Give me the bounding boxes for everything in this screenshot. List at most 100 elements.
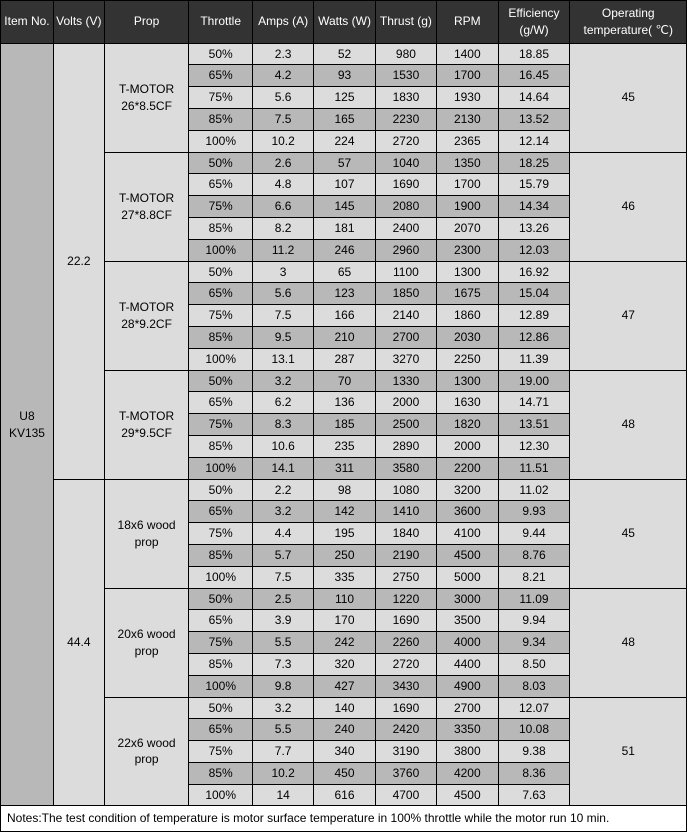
amps-cell: 3.2	[252, 501, 313, 523]
amps-cell: 5.6	[252, 283, 313, 305]
throttle-cell: 85%	[189, 435, 253, 457]
rpm-cell: 2700	[437, 697, 498, 719]
rpm-cell: 2200	[437, 457, 498, 479]
watts-cell: 195	[314, 523, 375, 545]
watts-cell: 107	[314, 174, 375, 196]
throttle-cell: 65%	[189, 501, 253, 523]
watts-cell: 93	[314, 65, 375, 87]
thrust-cell: 2750	[375, 566, 436, 588]
watts-cell: 165	[314, 108, 375, 130]
throttle-cell: 65%	[189, 174, 253, 196]
eff-cell: 16.45	[498, 65, 570, 87]
throttle-cell: 85%	[189, 108, 253, 130]
rpm-cell: 1300	[437, 370, 498, 392]
eff-cell: 8.50	[498, 653, 570, 675]
amps-cell: 5.5	[252, 719, 313, 741]
throttle-cell: 50%	[189, 697, 253, 719]
eff-cell: 11.39	[498, 348, 570, 370]
amps-cell: 13.1	[252, 348, 313, 370]
eff-cell: 7.63	[498, 784, 570, 806]
watts-cell: 246	[314, 239, 375, 261]
eff-cell: 13.51	[498, 414, 570, 436]
rpm-cell: 1820	[437, 414, 498, 436]
rpm-cell: 1400	[437, 43, 498, 65]
rpm-cell: 5000	[437, 566, 498, 588]
throttle-cell: 75%	[189, 87, 253, 109]
thrust-cell: 2190	[375, 544, 436, 566]
amps-cell: 5.6	[252, 87, 313, 109]
rpm-cell: 1630	[437, 392, 498, 414]
thrust-cell: 2000	[375, 392, 436, 414]
temp-cell: 48	[570, 370, 687, 479]
rpm-cell: 2030	[437, 326, 498, 348]
table-row: T-MOTOR 27*8.8CF50%2.6571040135018.2546	[1, 152, 687, 174]
watts-cell: 70	[314, 370, 375, 392]
watts-cell: 57	[314, 152, 375, 174]
volts-cell: 22.2	[53, 43, 104, 479]
rpm-cell: 4500	[437, 784, 498, 806]
temp-cell: 45	[570, 43, 687, 152]
watts-cell: 110	[314, 588, 375, 610]
col-amps: Amps (A)	[252, 1, 313, 44]
throttle-cell: 85%	[189, 217, 253, 239]
prop-cell: T-MOTOR 26*8.5CF	[104, 43, 189, 152]
watts-cell: 320	[314, 653, 375, 675]
watts-cell: 450	[314, 762, 375, 784]
thrust-cell: 2720	[375, 130, 436, 152]
thrust-cell: 2400	[375, 217, 436, 239]
watts-cell: 250	[314, 544, 375, 566]
watts-cell: 235	[314, 435, 375, 457]
rpm-cell: 2250	[437, 348, 498, 370]
temp-cell: 46	[570, 152, 687, 261]
amps-cell: 3.2	[252, 370, 313, 392]
throttle-cell: 100%	[189, 348, 253, 370]
eff-cell: 16.92	[498, 261, 570, 283]
amps-cell: 2.6	[252, 152, 313, 174]
table-row: U8 KV13522.2T-MOTOR 26*8.5CF50%2.3529801…	[1, 43, 687, 65]
throttle-cell: 75%	[189, 305, 253, 327]
watts-cell: 166	[314, 305, 375, 327]
amps-cell: 7.5	[252, 108, 313, 130]
watts-cell: 242	[314, 632, 375, 654]
throttle-cell: 100%	[189, 239, 253, 261]
eff-cell: 18.25	[498, 152, 570, 174]
throttle-cell: 100%	[189, 130, 253, 152]
rpm-cell: 2130	[437, 108, 498, 130]
eff-cell: 8.03	[498, 675, 570, 697]
watts-cell: 224	[314, 130, 375, 152]
throttle-cell: 50%	[189, 152, 253, 174]
thrust-cell: 3190	[375, 741, 436, 763]
amps-cell: 2.5	[252, 588, 313, 610]
eff-cell: 9.93	[498, 501, 570, 523]
amps-cell: 3.2	[252, 697, 313, 719]
amps-cell: 14	[252, 784, 313, 806]
rpm-cell: 1700	[437, 174, 498, 196]
eff-cell: 19.00	[498, 370, 570, 392]
amps-cell: 2.2	[252, 479, 313, 501]
eff-cell: 14.64	[498, 87, 570, 109]
eff-cell: 11.02	[498, 479, 570, 501]
thrust-cell: 4700	[375, 784, 436, 806]
thrust-cell: 1530	[375, 65, 436, 87]
table-row: 22x6 wood prop50%3.21401690270012.0751	[1, 697, 687, 719]
rpm-cell: 4500	[437, 544, 498, 566]
eff-cell: 12.89	[498, 305, 570, 327]
eff-cell: 11.09	[498, 588, 570, 610]
amps-cell: 4.4	[252, 523, 313, 545]
throttle-cell: 50%	[189, 479, 253, 501]
watts-cell: 136	[314, 392, 375, 414]
rpm-cell: 1300	[437, 261, 498, 283]
watts-cell: 170	[314, 610, 375, 632]
col-watts: Watts (W)	[314, 1, 375, 44]
rpm-cell: 1930	[437, 87, 498, 109]
amps-cell: 8.2	[252, 217, 313, 239]
motor-data-table: Item No. Volts (V) Prop Throttle Amps (A…	[0, 0, 687, 832]
rpm-cell: 1900	[437, 196, 498, 218]
watts-cell: 65	[314, 261, 375, 283]
thrust-cell: 1220	[375, 588, 436, 610]
throttle-cell: 75%	[189, 523, 253, 545]
rpm-cell: 4900	[437, 675, 498, 697]
prop-cell: T-MOTOR 28*9.2CF	[104, 261, 189, 370]
watts-cell: 140	[314, 697, 375, 719]
thrust-cell: 2140	[375, 305, 436, 327]
